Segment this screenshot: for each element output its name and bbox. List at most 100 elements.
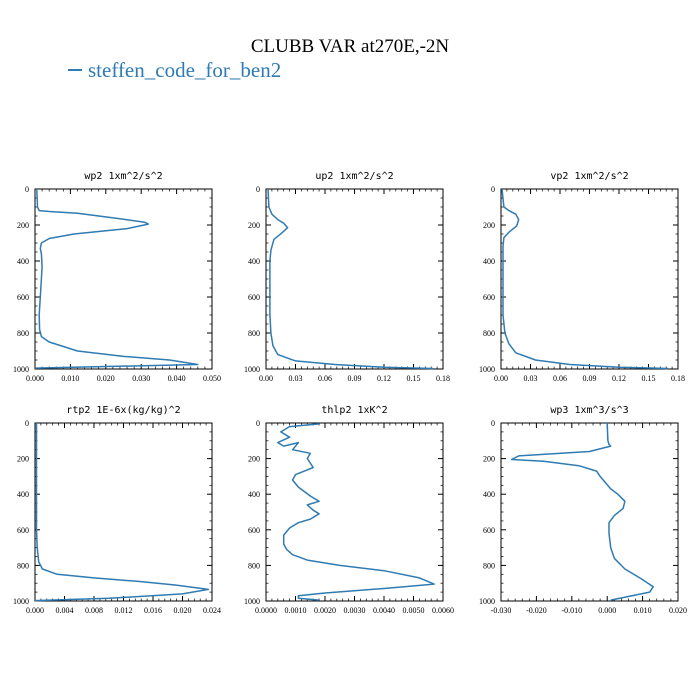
y-tick-label: 0 (491, 185, 495, 194)
x-tick-label: 0.09 (583, 374, 597, 383)
x-tick-label: -0.030 (491, 606, 512, 615)
x-tick-label: 0.06 (553, 374, 567, 383)
y-tick-label: 1000 (244, 597, 260, 606)
chart-panel-2: up2 1xm^2/s^2 0.00 0.03 0.06 0.09 0.12 0.15 0.1… (244, 171, 450, 383)
x-tick-label: 0.030 (132, 374, 150, 383)
x-tick-label: 0.06 (318, 374, 332, 383)
x-tick-label: 0.000 (26, 606, 44, 615)
y-tick-label: 0 (25, 185, 29, 194)
series-line-1 (510, 422, 654, 601)
x-tick-label: -0.020 (526, 606, 547, 615)
x-tick-label: 0.008 (85, 606, 103, 615)
chart-title: wp3 1xm^3/s^3 (550, 405, 628, 416)
y-tick-label: 0 (256, 419, 260, 428)
y-tick-label: 200 (248, 221, 260, 230)
plot-frame (500, 422, 679, 602)
x-tick-label: 0.00 (494, 374, 508, 383)
plot-frame (500, 188, 679, 370)
y-tick-label: 200 (17, 455, 29, 464)
y-tick-label: 400 (248, 257, 260, 266)
y-tick-label: 200 (483, 221, 495, 230)
y-tick-label: 400 (483, 490, 495, 499)
y-tick-label: 0 (256, 185, 260, 194)
y-tick-label: 1000 (479, 597, 495, 606)
chart-panel-4: rtp2 1E-6x(kg/kg)^2 0.000 0.004 0.008 0.012 0… (13, 405, 221, 615)
x-tick-label: 0.000 (598, 606, 616, 615)
series-line-1 (34, 423, 210, 602)
chart-panel-6: wp3 1xm^3/s^3 -0.030 -0.020 -0.010 0.000 0.01… (479, 405, 687, 615)
y-tick-label: 1000 (479, 365, 495, 374)
x-tick-label: 0.010 (61, 374, 79, 383)
x-tick-label: 0.0020 (314, 606, 336, 615)
series-line-1 (34, 188, 199, 369)
x-tick-label: 0.15 (642, 374, 656, 383)
x-tick-label: 0.016 (144, 606, 162, 615)
y-tick-label: 600 (17, 293, 29, 302)
y-tick-label: 800 (248, 561, 260, 570)
chart-panel-3: vp2 1xm^2/s^2 0.00 0.03 0.06 0.09 0.12 0.15 0.1… (479, 171, 685, 383)
chart-title: vp2 1xm^2/s^2 (550, 171, 628, 182)
x-tick-label: 0.012 (115, 606, 133, 615)
x-tick-label: 0.0050 (403, 606, 425, 615)
x-tick-label: 0.09 (348, 374, 362, 383)
x-tick-label: 0.020 (174, 606, 192, 615)
x-tick-label: 0.010 (634, 606, 652, 615)
plot-frame (265, 188, 444, 370)
plot-frame (34, 188, 213, 370)
y-tick-label: 200 (17, 221, 29, 230)
x-tick-label: 0.03 (289, 374, 303, 383)
x-tick-label: 0.0000 (255, 606, 277, 615)
x-tick-label: 0.0060 (432, 606, 454, 615)
x-tick-label: 0.040 (168, 374, 186, 383)
x-tick-label: 0.0010 (285, 606, 307, 615)
series-line-1 (267, 188, 434, 370)
series-line-1 (277, 423, 435, 601)
x-tick-label: 0.0040 (373, 606, 395, 615)
x-tick-label: 0.004 (56, 606, 74, 615)
chart-title: rtp2 1E-6x(kg/kg)^2 (66, 405, 180, 416)
y-tick-label: 400 (17, 257, 29, 266)
y-tick-label: 600 (248, 293, 260, 302)
x-tick-label: 0.12 (612, 374, 626, 383)
y-tick-label: 1000 (13, 597, 29, 606)
x-tick-label: 0.000 (26, 374, 44, 383)
y-tick-label: 1000 (244, 365, 260, 374)
y-tick-label: 600 (483, 293, 495, 302)
chart-title: up2 1xm^2/s^2 (315, 171, 393, 182)
x-tick-label: 0.18 (436, 374, 450, 383)
x-tick-label: 0.020 (97, 374, 115, 383)
legend-label: steffen_code_for_ben2 (88, 58, 282, 82)
y-tick-label: 600 (483, 526, 495, 535)
y-tick-label: 400 (17, 490, 29, 499)
y-tick-label: 600 (248, 526, 260, 535)
y-tick-label: 800 (248, 329, 260, 338)
x-tick-label: 0.03 (524, 374, 538, 383)
x-tick-label: 0.15 (407, 374, 421, 383)
y-tick-label: 800 (483, 329, 495, 338)
y-tick-label: 0 (491, 419, 495, 428)
y-tick-label: 800 (17, 561, 29, 570)
x-tick-label: 0.12 (377, 374, 391, 383)
x-tick-label: 0.024 (203, 606, 221, 615)
chart-panel-5: thlp2 1xK^2 0.0000 0.0010 0.0020 0.0030 0.004… (244, 405, 454, 615)
chart-panel-1: wp2 1xm^2/s^2 0.000 0.010 0.020 0.030 0.040 0.… (13, 171, 221, 383)
x-tick-label: 0.050 (203, 374, 221, 383)
series-line-1 (501, 188, 669, 370)
x-tick-label: 0.020 (669, 606, 687, 615)
legend: steffen_code_for_ben2 (68, 58, 281, 83)
y-tick-label: 800 (17, 329, 29, 338)
chart-title: thlp2 1xK^2 (321, 405, 387, 416)
x-tick-label: 0.0030 (344, 606, 366, 615)
y-tick-label: 400 (248, 490, 260, 499)
y-tick-label: 800 (483, 561, 495, 570)
y-tick-label: 200 (483, 455, 495, 464)
y-tick-label: 0 (25, 419, 29, 428)
chart-title: wp2 1xm^2/s^2 (84, 171, 162, 182)
x-tick-label: 0.00 (259, 374, 273, 383)
y-tick-label: 1000 (13, 365, 29, 374)
y-tick-label: 400 (483, 257, 495, 266)
page-title: CLUBB VAR at270E,-2N (250, 36, 450, 57)
y-tick-label: 200 (248, 455, 260, 464)
x-tick-label: 0.18 (671, 374, 685, 383)
